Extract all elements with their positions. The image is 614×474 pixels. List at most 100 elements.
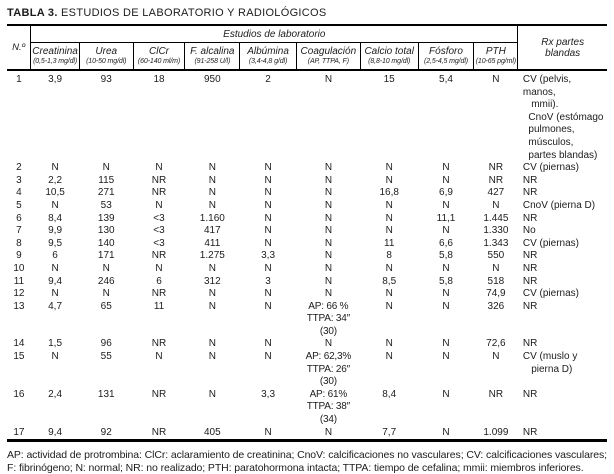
cell-patient-number: 16: [13, 388, 25, 400]
cell-patient-number: 11: [13, 275, 25, 287]
cell-lab-value: 96: [100, 338, 112, 350]
cell-lab-value: NR: [488, 388, 504, 400]
column-header-calcio-total: Calcio total (8,8-10 mg/dl): [359, 42, 419, 71]
cell-lab-value: NR: [151, 426, 167, 438]
cell-lab-value: N: [102, 162, 110, 174]
cell-rx-partes-blandas: CV (pelvis, manos, mmii). CnoV (estómago…: [522, 74, 604, 161]
cell-patient-number: 10: [13, 262, 25, 274]
cell-lab-value: 6: [156, 275, 162, 287]
cell-rx-partes-blandas: NR: [522, 388, 538, 400]
table-title: TABLA 3. ESTUDIOS DE LABORATORIO Y RADIO…: [7, 7, 607, 19]
cell-lab-value: N: [324, 225, 332, 237]
cell-lab-value: 1.343: [483, 237, 509, 249]
cell-lab-value: NR: [151, 338, 167, 350]
cell-lab-value: 8,4: [48, 212, 63, 224]
cell-lab-value: <3: [153, 237, 165, 249]
cell-lab-value: 6: [52, 250, 58, 262]
cell-lab-value: 55: [100, 351, 112, 363]
table-title-text: ESTUDIOS DE LABORATORIO Y RADIOLÓGICOS: [61, 7, 327, 19]
cell-lab-value: 10,5: [45, 187, 65, 199]
cell-patient-number: 2: [16, 162, 22, 174]
cell-lab-value: <3: [153, 225, 165, 237]
footnote: AP: actividad de protrombina: ClCr: acla…: [7, 449, 607, 474]
cell-lab-value: N: [264, 300, 272, 312]
cell-lab-value: N: [208, 351, 216, 363]
cell-lab-value: N: [155, 262, 163, 274]
cell-rx-partes-blandas: NR: [522, 426, 538, 438]
cell-lab-value: N: [51, 199, 59, 211]
cell-lab-value: N: [102, 262, 110, 274]
cell-lab-value: N: [324, 426, 332, 438]
cell-lab-value: 16,8: [379, 187, 399, 199]
cell-lab-value: N: [155, 351, 163, 363]
cell-lab-value: 8,5: [382, 275, 397, 287]
cell-lab-value: NR: [151, 250, 167, 262]
cell-lab-value: 9,4: [48, 426, 63, 438]
cell-patient-number: 12: [13, 288, 25, 300]
cell-patient-number: 8: [16, 237, 22, 249]
cell-lab-value: 92: [100, 426, 112, 438]
table-row: 3 2,2 115 NR N N N N N NR NR: [7, 175, 607, 188]
cell-lab-value: N: [208, 300, 216, 312]
cell-lab-value: N: [442, 288, 450, 300]
cell-lab-value: NR: [151, 388, 167, 400]
cell-rx-partes-blandas: NR: [522, 187, 538, 199]
cell-patient-number: 3: [16, 174, 22, 186]
cell-lab-value: AP: 66 % TTPA: 34″ (30): [306, 300, 350, 337]
cell-patient-number: 7: [16, 225, 22, 237]
cell-lab-value: NR: [151, 288, 167, 300]
cell-rx-partes-blandas: NR: [522, 212, 538, 224]
cell-lab-value: N: [442, 338, 450, 350]
cell-lab-value: N: [324, 199, 332, 211]
cell-lab-value: N: [324, 187, 332, 199]
group-header-lab: Estudios de laboratorio: [30, 25, 519, 43]
column-header-pth: PTH (10-65 pg/ml): [473, 42, 519, 71]
table-title-label: TABLA 3.: [7, 7, 58, 19]
cell-lab-value: N: [324, 237, 332, 249]
cell-lab-value: N: [324, 262, 332, 274]
cell-lab-value: 171: [97, 250, 115, 262]
cell-lab-value: 9,9: [48, 225, 63, 237]
cell-lab-value: NR: [488, 174, 504, 186]
cell-lab-value: 4,7: [48, 300, 63, 312]
cell-lab-value: N: [492, 351, 500, 363]
table-row: 1 3,9 93 18 950 2 N 15 5,4 N CV (pelvis, manos, mm…: [7, 70, 607, 162]
cell-lab-value: N: [324, 174, 332, 186]
cell-lab-value: 405: [203, 426, 221, 438]
cell-lab-value: NR: [151, 174, 167, 186]
cell-lab-value: 5,8: [439, 250, 453, 262]
cell-lab-value: N: [324, 250, 332, 262]
cell-patient-number: 14: [13, 338, 25, 350]
cell-lab-value: 246: [97, 275, 115, 287]
cell-lab-value: 15: [383, 74, 395, 85]
cell-lab-value: 11,1: [436, 212, 456, 224]
cell-lab-value: N: [324, 338, 332, 350]
cell-lab-value: N: [385, 300, 393, 312]
cell-lab-value: 140: [97, 237, 115, 249]
cell-lab-value: N: [208, 162, 216, 174]
cell-lab-value: N: [324, 212, 332, 224]
cell-lab-value: N: [324, 74, 332, 85]
cell-lab-value: 18: [153, 74, 165, 85]
table-row: 5 N 53 N N N N N N N CnoV (pierna D): [7, 200, 607, 213]
cell-patient-number: 4: [16, 187, 22, 199]
cell-lab-value: N: [264, 338, 272, 350]
cell-lab-value: 312: [203, 275, 221, 287]
cell-lab-value: N: [385, 338, 393, 350]
table-header: N.º Estudios de laboratorio Rx partes bl…: [7, 25, 607, 71]
cell-lab-value: 9,4: [48, 275, 63, 287]
cell-lab-value: N: [442, 174, 450, 186]
cell-lab-value: 417: [203, 225, 221, 237]
column-header-row: Creatinina (0,5-1,3 mg/dl) Urea (10-50 m…: [7, 42, 607, 71]
cell-lab-value: 3: [265, 275, 271, 287]
cell-lab-value: N: [102, 288, 110, 300]
column-header-f-alcalina: F. alcalina (91-258 U/l): [184, 42, 241, 71]
cell-lab-value: 1,5: [48, 338, 63, 350]
cell-rx-partes-blandas: CV (piernas): [522, 237, 579, 249]
cell-lab-value: N: [264, 212, 272, 224]
cell-lab-value: N: [208, 288, 216, 300]
cell-lab-value: N: [324, 275, 332, 287]
cell-lab-value: 65: [100, 300, 112, 312]
cell-patient-number: 1: [16, 74, 22, 85]
cell-lab-value: 1.445: [483, 212, 509, 224]
